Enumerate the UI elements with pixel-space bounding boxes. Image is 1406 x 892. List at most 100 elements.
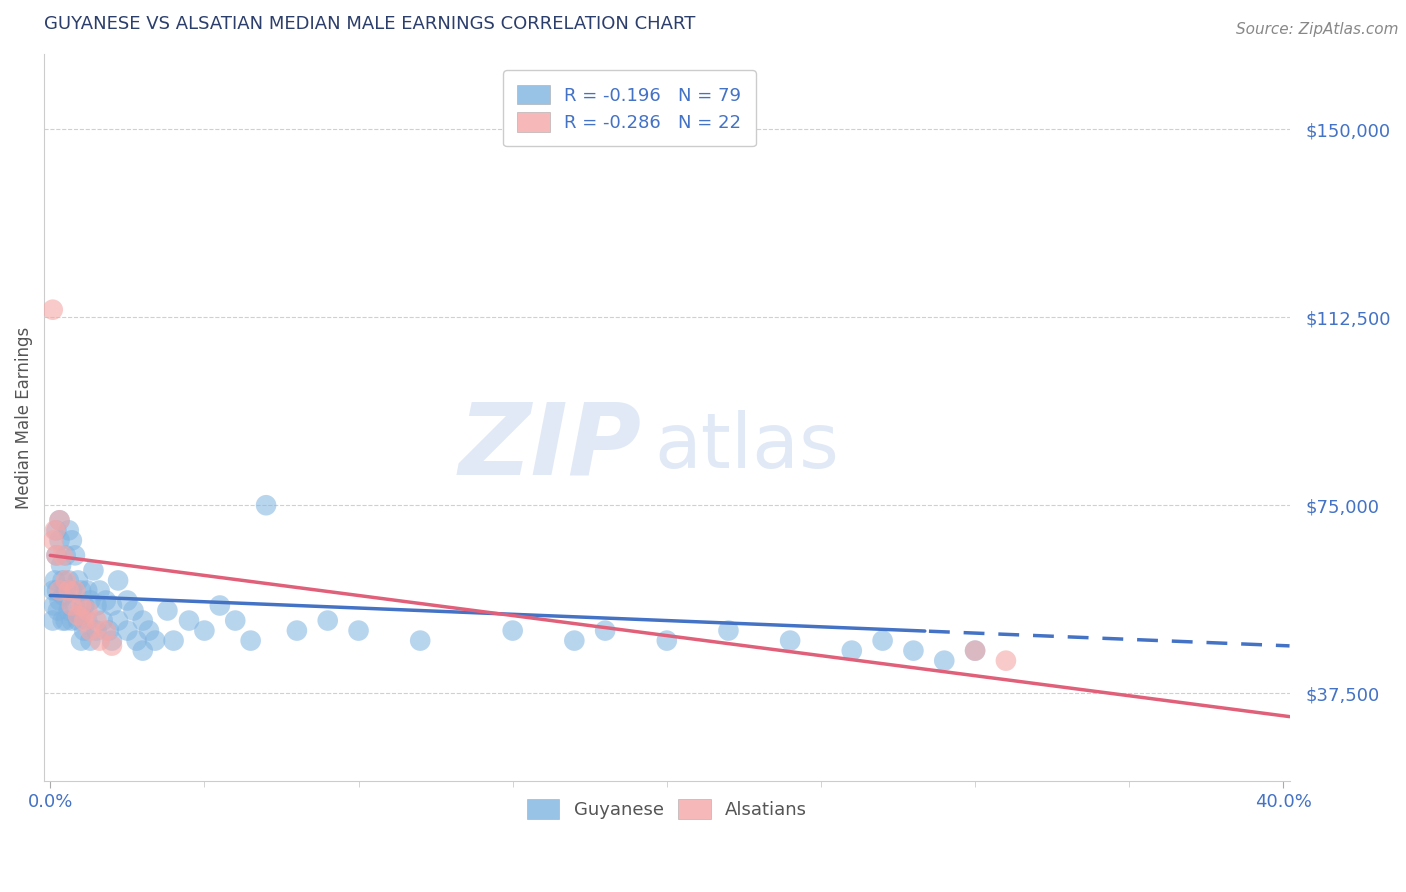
Point (655, 633, 678, 648)
Point (101, 599, 124, 613)
Point (138, 624, 160, 638)
Point (143, 633, 166, 648)
Point (60, 533, 83, 548)
Point (841, 643, 863, 657)
Point (79, 593, 101, 607)
Point (872, 633, 894, 648)
Point (94, 593, 117, 607)
Point (45, 549, 67, 563)
Point (779, 633, 801, 648)
Point (70, 608, 93, 623)
Point (70, 599, 93, 613)
Point (55, 574, 77, 588)
Point (239, 633, 262, 648)
Point (79, 633, 101, 648)
Point (52, 614, 75, 628)
Point (224, 614, 246, 628)
Point (934, 654, 956, 668)
Point (593, 624, 616, 638)
Point (52, 589, 75, 603)
Point (42, 302, 65, 317)
Point (97, 624, 120, 638)
Point (66, 614, 89, 628)
Point (48, 513, 70, 527)
Point (58, 524, 80, 538)
Point (66, 574, 89, 588)
Point (45, 524, 67, 538)
Point (107, 614, 129, 628)
Point (52, 549, 75, 563)
Point (89, 633, 111, 648)
Point (94, 624, 117, 638)
Point (156, 603, 179, 617)
Point (48, 533, 70, 548)
Point (55, 549, 77, 563)
Text: Source: ZipAtlas.com: Source: ZipAtlas.com (1236, 22, 1399, 37)
Point (193, 624, 215, 638)
Point (60, 614, 83, 628)
Point (60, 583, 83, 598)
Point (60, 599, 83, 613)
Point (58, 603, 80, 617)
Point (48, 583, 70, 598)
Point (717, 624, 740, 638)
Point (63, 583, 86, 598)
Legend: Guyanese, Alsatians: Guyanese, Alsatians (519, 792, 814, 827)
Point (86, 624, 108, 638)
Point (285, 624, 308, 638)
Point (132, 643, 155, 657)
Point (73, 624, 96, 638)
Point (76, 614, 98, 628)
Point (66, 608, 89, 623)
Text: ZIP: ZIP (458, 398, 643, 495)
Point (55, 583, 77, 598)
Point (316, 614, 339, 628)
Point (965, 643, 987, 657)
Point (125, 633, 148, 648)
Y-axis label: Median Male Earnings: Median Male Earnings (15, 326, 32, 508)
Point (76, 603, 98, 617)
Point (44, 524, 66, 538)
Point (48, 593, 70, 607)
Point (254, 498, 277, 512)
Point (86, 599, 108, 613)
Point (502, 624, 524, 638)
Point (46, 603, 69, 617)
Point (89, 583, 111, 598)
Point (63, 599, 86, 613)
Point (91, 614, 114, 628)
Point (46, 583, 69, 598)
Point (101, 639, 124, 653)
Point (42, 614, 65, 628)
Point (52, 574, 75, 588)
Point (177, 614, 200, 628)
Point (63, 549, 86, 563)
Point (70, 583, 93, 598)
Point (73, 614, 96, 628)
Point (82, 563, 104, 577)
Point (965, 643, 987, 657)
Point (58, 574, 80, 588)
Point (73, 599, 96, 613)
Point (55, 614, 77, 628)
Point (48, 513, 70, 527)
Point (86, 614, 108, 628)
Point (42, 583, 65, 598)
Point (117, 624, 139, 638)
Point (122, 603, 145, 617)
Point (107, 574, 129, 588)
Point (162, 633, 184, 648)
Point (208, 599, 231, 613)
Point (994, 654, 1017, 668)
Text: atlas: atlas (654, 409, 839, 483)
Text: GUYANESE VS ALSATIAN MEDIAN MALE EARNINGS CORRELATION CHART: GUYANESE VS ALSATIAN MEDIAN MALE EARNING… (44, 15, 696, 33)
Point (347, 624, 370, 638)
Point (45, 549, 67, 563)
Point (70, 633, 93, 648)
Point (903, 643, 925, 657)
Point (76, 583, 98, 598)
Point (117, 593, 139, 607)
Point (58, 583, 80, 598)
Point (44, 574, 66, 588)
Point (101, 633, 124, 648)
